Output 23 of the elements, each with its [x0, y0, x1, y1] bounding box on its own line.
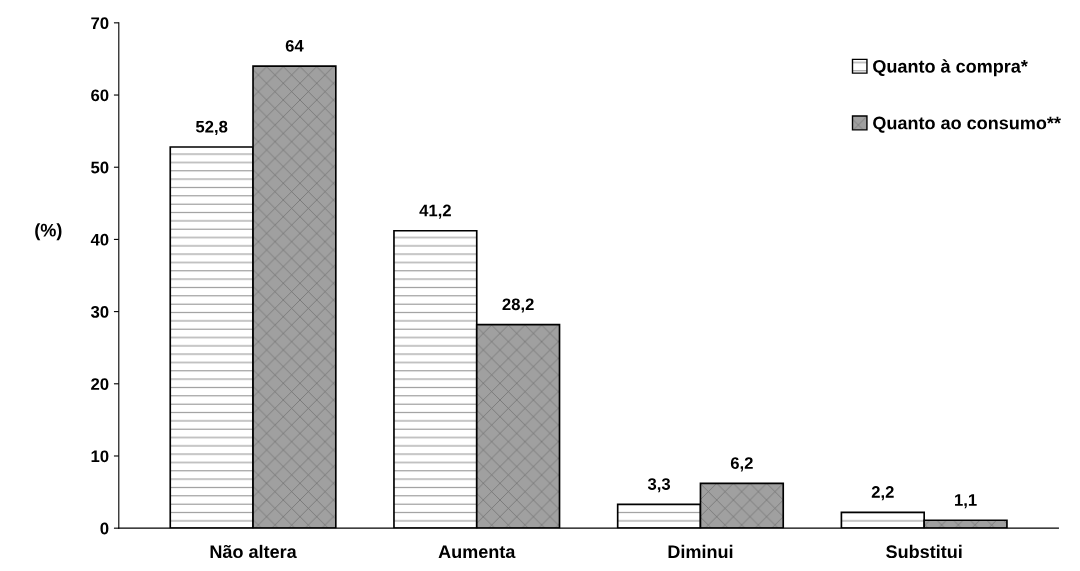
data-label: 1,1: [955, 494, 977, 509]
y-tick-label: 10: [91, 450, 109, 463]
y-tick-label: 40: [90, 233, 109, 246]
data-label: 3,3: [647, 478, 671, 493]
y-axis-title: (%): [35, 223, 62, 241]
y-tick-label: 70: [91, 17, 109, 30]
data-label: 6,2: [730, 457, 753, 472]
data-label: 64: [285, 39, 304, 52]
x-tick-label: Aumenta: [438, 545, 516, 559]
x-tick-label: Substitui: [886, 544, 962, 559]
data-label: 52,8: [195, 120, 228, 136]
data-label: 28,2: [502, 298, 534, 313]
y-tick-label: 0: [100, 522, 109, 535]
legend-label: Quanto ao consumo**: [873, 116, 1061, 133]
y-tick-label: 20: [91, 378, 109, 390]
y-tick-label: 30: [90, 306, 109, 318]
data-label: 41,2: [419, 204, 451, 219]
x-tick-label: Diminui: [668, 544, 733, 559]
y-tick-label: 60: [91, 89, 109, 102]
x-tick-label: Não altera: [210, 544, 297, 559]
y-tick-label: 50: [91, 161, 109, 174]
data-label: 2,2: [871, 486, 894, 501]
legend-label: Quanto à compra*: [873, 59, 1028, 77]
